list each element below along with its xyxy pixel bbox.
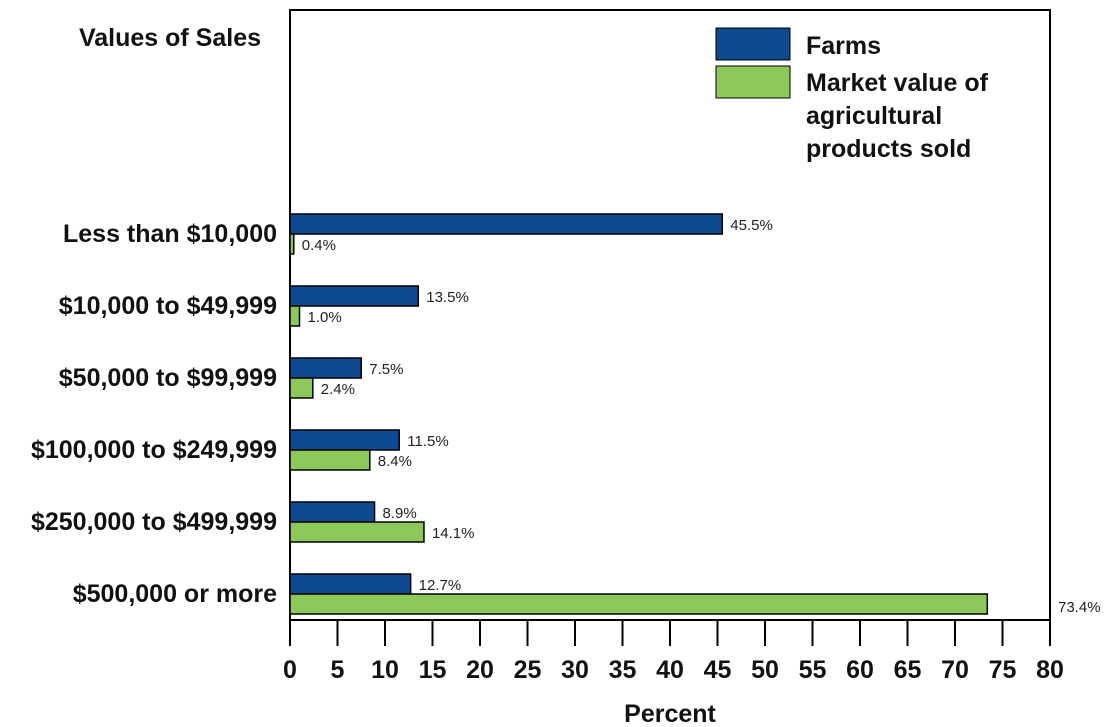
bar-market-value-of-agri-100-000-to-249-999 [289, 449, 371, 471]
bar-farms-500-000-or-more [289, 573, 412, 595]
bars-layer [289, 213, 989, 615]
x-tick-label-20: 20 [466, 656, 494, 684]
x-tick-label-5: 5 [331, 656, 345, 684]
bar-market-value-of-agri-50-000-to-99-999 [289, 377, 314, 399]
legend: Farms Market value of agricultural produ… [715, 27, 989, 163]
value-label-market-value-10-000-to-49-999: 1.0% [308, 309, 342, 326]
category-label-500-000-or-more: $500,000 or more [73, 580, 277, 608]
legend-swatch-market-value [715, 65, 791, 99]
legend-label-market-value-line-1: Market value of [806, 69, 989, 97]
value-label-farms-less-than-10-000: 45.5% [730, 217, 773, 234]
bar-market-value-of-agri-10-000-to-49-999 [289, 305, 301, 327]
x-tick-label-55: 55 [799, 656, 827, 684]
x-tick-label-75: 75 [989, 656, 1017, 684]
bar-farms-50-000-to-99-999 [289, 357, 362, 379]
legend-swatch-farms [715, 27, 791, 61]
value-label-market-value-250-000-to-499-999: 14.1% [432, 525, 475, 542]
value-label-market-value-50-000-to-99-999: 2.4% [321, 381, 355, 398]
x-tick-label-15: 15 [419, 656, 447, 684]
bar-farms-10-000-to-49-999 [289, 285, 419, 307]
value-label-farms-100-000-to-249-999: 11.5% [407, 433, 448, 450]
category-labels: Less than $10,000 $10,000 to $49,999 $50,0… [31, 220, 277, 608]
value-label-farms-10-000-to-49-999: 13.5% [426, 289, 469, 306]
legend-label-market-value-line-2: agricultural [806, 102, 942, 130]
category-label-10-000-to-49-999: $10,000 to $49,999 [59, 292, 277, 320]
category-label-250-000-to-499-999: $250,000 to $499,999 [31, 508, 277, 536]
x-tick-label-35: 35 [609, 656, 637, 684]
bar-farms-less-than-10-000 [289, 213, 723, 235]
bar-market-value-of-agri-250-000-to-499-999 [289, 521, 425, 543]
x-tick-label-50: 50 [751, 656, 779, 684]
x-tick-label-70: 70 [941, 656, 969, 684]
x-tick-label-10: 10 [371, 656, 399, 684]
value-label-market-value-100-000-to-249-999: 8.4% [378, 453, 412, 470]
value-label-market-value-less-than-10-000: 0.4% [302, 237, 336, 254]
x-tick-label-0: 0 [283, 656, 297, 684]
chart-title: Values of Sales [79, 24, 261, 52]
value-label-farms-50-000-to-99-999: 7.5% [369, 361, 403, 378]
category-label-50-000-to-99-999: $50,000 to $99,999 [59, 364, 277, 392]
bar-farms-100-000-to-249-999 [289, 429, 400, 451]
x-tick-label-30: 30 [561, 656, 589, 684]
x-tick-label-40: 40 [656, 656, 684, 684]
x-tick-label-80: 80 [1036, 656, 1064, 684]
category-label-less-than-10-000: Less than $10,000 [63, 220, 277, 248]
bar-market-value-of-agri-500-000-or-more [289, 593, 989, 615]
value-label-market-value-500-000-or-more: 73.4% [1058, 599, 1101, 616]
x-tick-label-60: 60 [846, 656, 874, 684]
bar-farms-250-000-to-499-999 [289, 501, 376, 523]
category-label-100-000-to-249-999: $100,000 to $249,999 [31, 436, 277, 464]
legend-label-market-value-line-3: products sold [806, 135, 971, 163]
value-labels: 45.5% 0.4% 13.5% 1.0% 7.5% 2.4% 11.5% 8.4% 8.9% 1… [302, 217, 1101, 616]
bar-market-value-of-agri-less-than-10-000 [289, 233, 295, 255]
x-axis-title: Percent [624, 700, 716, 727]
value-label-farms-500-000-or-more: 12.7% [419, 577, 462, 594]
x-tick-label-65: 65 [894, 656, 922, 684]
x-tick-label-45: 45 [704, 656, 732, 684]
value-label-farms-250-000-to-499-999: 8.9% [383, 505, 417, 522]
x-tick-label-25: 25 [514, 656, 542, 684]
x-axis: 0 5 10 15 20 25 30 35 40 45 50 55 60 65 70 75 80 [283, 620, 1064, 684]
legend-label-farms: Farms [806, 32, 881, 60]
